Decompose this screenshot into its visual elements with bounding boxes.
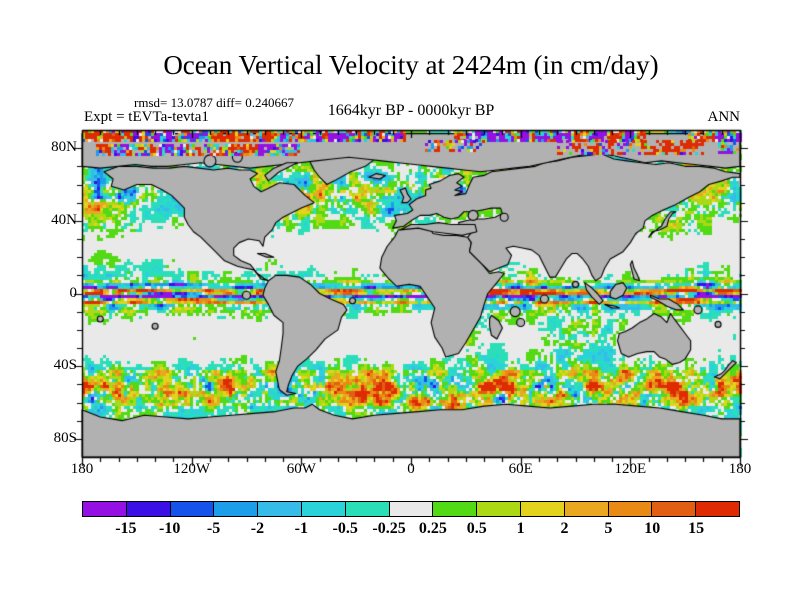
y-axis-tick-label: 40N xyxy=(51,211,77,228)
x-axis-tick-label: 60W xyxy=(286,461,316,477)
y-axis-tick-label: 40S xyxy=(53,357,77,374)
colorbar-segment xyxy=(520,502,565,516)
colorbar-tick-label: 1 xyxy=(516,520,525,537)
y-axis-tick-label: 80S xyxy=(53,429,77,446)
colorbar-tick-label: -15 xyxy=(115,520,137,537)
period-label: 1664kyr BP - 0000kyr BP xyxy=(327,102,495,119)
x-axis-tick-label: 60E xyxy=(508,461,533,477)
x-axis-tick-label: 180 xyxy=(728,461,752,477)
colorbar-tick-label: -10 xyxy=(159,520,181,537)
colorbar-tick-label: -5 xyxy=(206,520,221,537)
y-axis-tick-label: 0 xyxy=(69,284,78,301)
colorbar-segment xyxy=(652,502,697,516)
colorbar-tick-label: -1 xyxy=(294,520,308,537)
colorbar-segment xyxy=(301,502,346,516)
colorbar-segment xyxy=(170,502,215,516)
colorbar-segment xyxy=(477,502,521,516)
colorbar-segment xyxy=(564,502,609,516)
colorbar-tick-label: 15 xyxy=(688,520,705,537)
figure-title: Ocean Vertical Velocity at 2424m (in cm/… xyxy=(163,50,659,80)
colorbar-segment xyxy=(389,502,434,516)
y-axis-tick-label: 80N xyxy=(51,139,77,156)
colorbar-segment xyxy=(433,502,478,516)
colorbar-tick-label: 5 xyxy=(604,520,613,537)
colorbar-segment xyxy=(83,502,127,516)
x-axis-tick-label: 180 xyxy=(70,461,94,477)
colorbar-tick-label: -0.5 xyxy=(332,520,358,537)
colorbar-tick-label: 0.25 xyxy=(418,520,447,537)
stats-label: rmsd= 13.0787 diff= 0.240667 xyxy=(134,95,294,110)
x-axis-tick-label: 120W xyxy=(173,461,210,477)
colorbar-tick-label: 10 xyxy=(644,520,661,537)
colorbar-tick-label: 0.5 xyxy=(466,520,487,537)
x-axis-tick-label: 0 xyxy=(407,461,415,477)
colorbar-segment xyxy=(696,502,739,516)
colorbar-segment xyxy=(214,502,259,516)
colorbar-tick-label: -0.25 xyxy=(372,520,406,537)
colorbar xyxy=(82,501,740,517)
x-axis-tick-label: 120E xyxy=(614,461,647,477)
colorbar-tick-label: -2 xyxy=(250,520,265,537)
experiment-label: Expt = tEVTa-tevta1 xyxy=(84,109,209,125)
colorbar-segment xyxy=(258,502,302,516)
colorbar-segment xyxy=(345,502,390,516)
season-label: ANN xyxy=(707,109,741,125)
colorbar-segment xyxy=(126,502,171,516)
colorbar-segment xyxy=(608,502,653,516)
colorbar-tick-label: 2 xyxy=(560,520,569,537)
